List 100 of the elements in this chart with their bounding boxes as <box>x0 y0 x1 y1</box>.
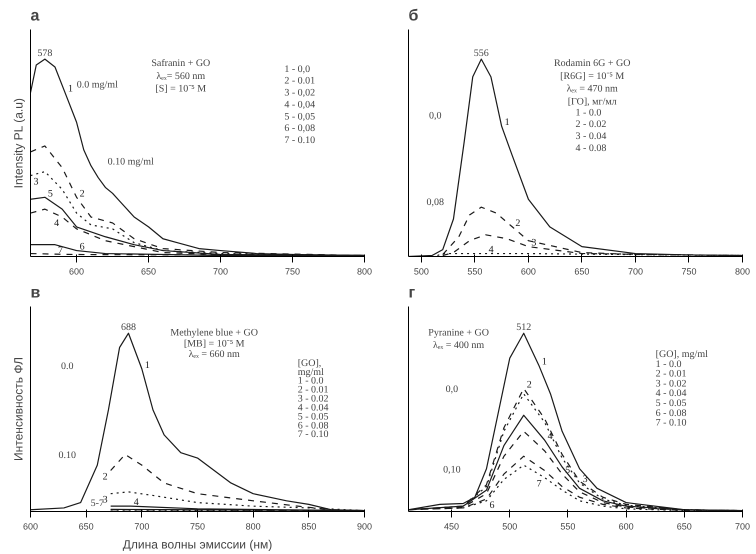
series-label: 3 <box>102 494 108 506</box>
x-tick-label: 650 <box>141 266 156 276</box>
annotation: 0.0 <box>60 360 74 372</box>
annotation: λₑₓ = 660 nm <box>188 348 240 360</box>
annotation: 5 - 0.05 <box>656 398 687 409</box>
annotation: 0,08 <box>426 197 444 208</box>
x-tick-label: 800 <box>734 266 750 276</box>
x-tick-label: 550 <box>560 522 576 532</box>
annotation: 6 - 0,08 <box>284 123 316 134</box>
x-axis-title: Длина волны эмиссии (нм) <box>122 538 272 552</box>
x-tick-label: 600 <box>69 266 84 276</box>
series-label: 1 <box>144 360 150 371</box>
annotation: [GO], <box>298 358 322 369</box>
annotation: 0,0 <box>446 384 458 396</box>
annotation: 0.10 mg/ml <box>108 156 154 168</box>
series-label: 7 <box>536 478 542 490</box>
series-label: 2 <box>515 218 520 229</box>
annotation: 578 <box>37 48 52 60</box>
annotation: 4 - 0.04 <box>298 402 329 414</box>
annotation: 5 - 0,05 <box>284 111 316 122</box>
annotation: Methylene blue + GO <box>170 328 258 339</box>
annotation: 688 <box>120 322 136 334</box>
x-tick-label: 800 <box>246 522 261 532</box>
annotation: [R6G] = 10⁻⁵ M <box>560 70 624 82</box>
annotation: 0.10 <box>58 450 76 462</box>
annotation: 2 - 0.01 <box>284 76 316 87</box>
annotation: 3 - 0.02 <box>656 378 687 390</box>
annotation: 6 - 0.08 <box>656 408 687 419</box>
x-tick-label: 500 <box>502 522 518 532</box>
annotation: 3 - 0.04 <box>576 131 606 142</box>
annotation: 7 - 0.10 <box>284 134 316 146</box>
annotation: 1 - 0.0 <box>656 358 682 370</box>
x-tick-label: 700 <box>628 266 643 276</box>
x-tick-label: 450 <box>444 522 460 532</box>
series-label: 2 <box>102 472 108 482</box>
series-label: 3 <box>531 238 536 249</box>
annotation: [GO], mg/ml <box>656 348 708 360</box>
annotation: 2 - 0.01 <box>298 384 329 396</box>
series-label: 1 <box>68 84 74 95</box>
series-label: 4 <box>488 244 494 256</box>
annotation: Pyranine + GO <box>428 328 489 339</box>
x-tick-label: 750 <box>681 266 696 276</box>
chart-title: б <box>408 8 418 24</box>
annotation: 1 - 0,0 <box>284 64 310 75</box>
chart-title: а <box>30 8 40 24</box>
series-label: 6 <box>80 242 85 253</box>
annotation: λₑₓ = 470 nm <box>566 84 618 95</box>
chart-title: в <box>30 284 40 302</box>
annotation: λₑₓ= 560 nm <box>156 70 206 82</box>
series-label: 5 <box>48 188 53 200</box>
annotation: [ГО], мг/мл <box>568 96 617 108</box>
x-tick-label: 750 <box>285 266 300 276</box>
x-tick-label: 500 <box>414 266 429 276</box>
annotation: λₑₓ = 400 nm <box>432 340 484 352</box>
annotation: Rodamin 6G + GO <box>554 58 630 69</box>
annotation: 556 <box>474 48 489 60</box>
annotation: Safranin + GO <box>151 58 210 69</box>
series-label: 4 <box>134 497 139 508</box>
series-label: 1 <box>542 356 547 368</box>
x-tick-label: 750 <box>190 522 206 532</box>
annotation: 4 - 0.04 <box>656 388 687 400</box>
annotation: 512 <box>516 322 532 334</box>
annotation: 4 - 0.08 <box>576 142 606 154</box>
x-tick-label: 650 <box>78 522 94 532</box>
y-axis-title: Интенсивность ФЛ <box>12 357 26 461</box>
x-tick-label: 550 <box>467 266 482 276</box>
annotation: 0.0 mg/ml <box>76 80 118 91</box>
series-label: 6 <box>489 500 494 512</box>
x-tick-label: 650 <box>574 266 590 276</box>
annotation: 6 - 0.08 <box>298 420 329 432</box>
annotation: [S] = 10⁻⁵ M <box>155 84 206 95</box>
annotation: 0,10 <box>443 464 461 476</box>
x-tick-label: 600 <box>520 266 536 276</box>
series-label: 3 <box>34 176 38 188</box>
x-tick-label: 700 <box>134 522 150 532</box>
annotation: 1 - 0.0 <box>576 107 602 118</box>
annotation: 5 - 0.05 <box>298 411 329 422</box>
series-label: 4 <box>54 218 60 230</box>
annotation: [MB] = 10⁻⁵ M <box>184 338 245 350</box>
y-axis-title: Intensity PL (a.u) <box>12 98 26 188</box>
annotation: 7 - 0.10 <box>298 429 329 440</box>
annotation: 0,0 <box>428 110 442 122</box>
chart-title: г <box>408 284 416 302</box>
x-tick-label: 600 <box>618 522 634 532</box>
x-tick-label: 650 <box>676 522 692 532</box>
series-label: 1 <box>504 117 510 128</box>
annotation: 4 - 0,04 <box>284 99 316 110</box>
x-tick-label: 800 <box>356 266 372 276</box>
x-tick-label: 700 <box>213 266 228 276</box>
series-label: 2 <box>80 188 85 200</box>
annotation: mg/ml <box>298 366 324 378</box>
x-tick-label: 850 <box>301 522 316 532</box>
annotation: 5-7 <box>90 498 104 510</box>
series-label: 2 <box>526 380 532 390</box>
annotation: 7 - 0.10 <box>656 418 687 429</box>
annotation: 2 - 0.01 <box>656 368 687 380</box>
annotation: 3 - 0,02 <box>284 88 316 99</box>
x-tick-label: 700 <box>734 522 750 532</box>
x-tick-label: 600 <box>22 522 38 532</box>
x-tick-label: 900 <box>356 522 372 532</box>
